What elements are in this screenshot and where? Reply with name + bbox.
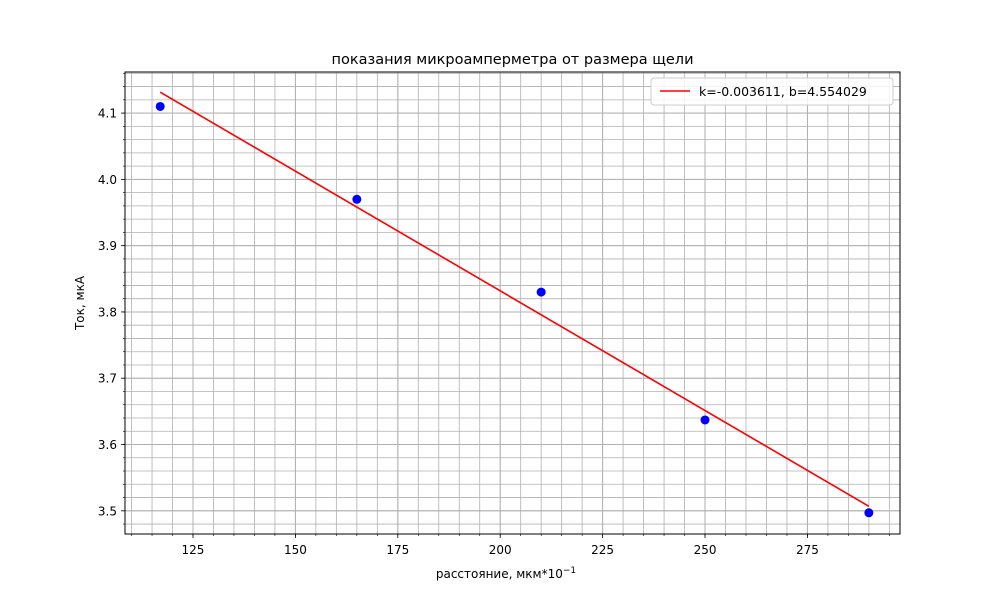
x-tick-label: 250 — [694, 543, 717, 557]
data-points — [155, 101, 874, 518]
major-grid — [125, 72, 900, 534]
y-tick-label: 3.6 — [98, 438, 117, 452]
y-axis-ticks: 3.5 3.6 3.7 3.8 3.9 4.0 4.1 — [98, 73, 125, 525]
data-point — [700, 415, 710, 425]
data-point — [864, 508, 874, 518]
x-tick-label: 125 — [182, 543, 205, 557]
legend: k=-0.003611, b=4.554029 — [650, 77, 894, 106]
x-tick-label: 175 — [386, 543, 409, 557]
fit-line — [159, 91, 870, 507]
legend-box — [650, 77, 894, 106]
y-tick-label: 3.9 — [98, 239, 117, 253]
x-tick-label: 200 — [489, 543, 512, 557]
y-tick-label: 3.5 — [98, 504, 117, 518]
data-point — [155, 101, 165, 111]
x-axis-label-superscript: −1 — [563, 566, 576, 576]
x-axis-label: расстояние, мкм*10−1 — [436, 566, 576, 581]
x-tick-label: 275 — [796, 543, 819, 557]
y-tick-label: 4.1 — [98, 107, 117, 121]
y-tick-label: 3.7 — [98, 372, 117, 386]
x-axis-ticks: 125 150 175 200 225 250 275 — [131, 534, 890, 557]
legend-label: k=-0.003611, b=4.554029 — [699, 84, 867, 99]
chart-title: показания микроамперметра от размера щел… — [331, 52, 693, 68]
x-tick-label: 150 — [284, 543, 307, 557]
x-tick-label: 225 — [591, 543, 614, 557]
plot-frame — [124, 71, 901, 535]
data-point — [352, 194, 362, 204]
y-axis-label: Ток, мкА — [73, 275, 87, 331]
fit-line-layer — [159, 91, 870, 507]
x-axis-label-main: расстояние, мкм*10 — [436, 567, 563, 581]
y-tick-label: 3.8 — [98, 305, 117, 319]
y-tick-label: 4.0 — [98, 173, 117, 187]
data-point — [536, 287, 546, 297]
